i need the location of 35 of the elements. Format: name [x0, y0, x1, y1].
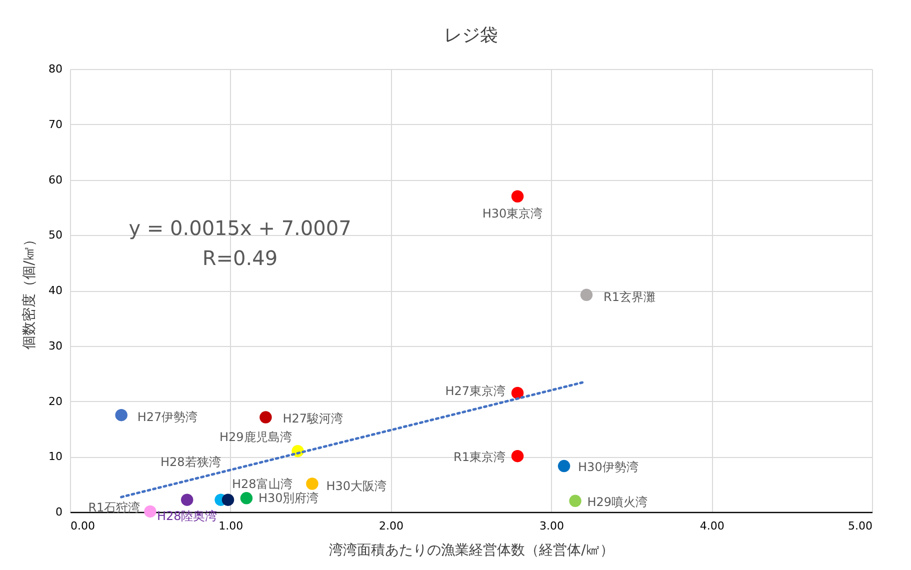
- annotation: y = 0.0015x + 7.0007: [128, 216, 352, 240]
- x-axis-title: 湾湾面積あたりの漁業経営体数（経営体/㎢）: [329, 542, 614, 558]
- series-label: H30別府湾: [258, 491, 319, 506]
- y-tick-label: 20: [48, 394, 62, 408]
- series-label: R1玄界灘: [603, 290, 656, 304]
- x-tick-label: 3.00: [539, 520, 564, 532]
- series-label: H29鹿児島湾: [219, 430, 292, 444]
- series-label: H27東京湾: [445, 384, 506, 398]
- series-label: H29噴火湾: [587, 494, 648, 509]
- y-tick-label: 60: [48, 173, 62, 186]
- series-label: H30大阪湾: [326, 478, 386, 493]
- y-tick-label: 70: [48, 118, 62, 131]
- y-tick-label: 40: [48, 284, 62, 297]
- x-tick-label: 1.00: [218, 520, 244, 532]
- x-tick-label: 2.00: [379, 520, 404, 532]
- y-axis-title: 個数密度（個/㎢）: [22, 232, 38, 350]
- series-label: H28富山湾: [232, 476, 292, 491]
- x-tick-label: 0.00: [70, 520, 95, 532]
- series-label: H27伊勢湾: [137, 410, 198, 424]
- series-label: H27駿河湾: [282, 411, 343, 426]
- y-tick-label: 30: [48, 339, 62, 352]
- y-tick-label: 0: [56, 506, 62, 518]
- series-label: H30伊勢湾: [578, 460, 638, 474]
- y-tick-label: 50: [48, 228, 62, 242]
- annotation: R=0.49: [202, 246, 278, 270]
- y-tick-label: 80: [48, 62, 62, 76]
- series-label: R1石狩湾: [88, 500, 140, 514]
- series-label: R1東京湾: [454, 450, 506, 464]
- y-tick-label: 10: [48, 450, 62, 464]
- x-tick-label: 5.00: [848, 520, 872, 532]
- x-tick-label: 4.00: [700, 520, 724, 532]
- text: H28若狭湾: [160, 454, 221, 469]
- series-label: H28陸奥湾: [156, 508, 218, 523]
- series-label: H30東京湾: [482, 206, 543, 220]
- chart-title: レジ袋: [444, 25, 498, 46]
